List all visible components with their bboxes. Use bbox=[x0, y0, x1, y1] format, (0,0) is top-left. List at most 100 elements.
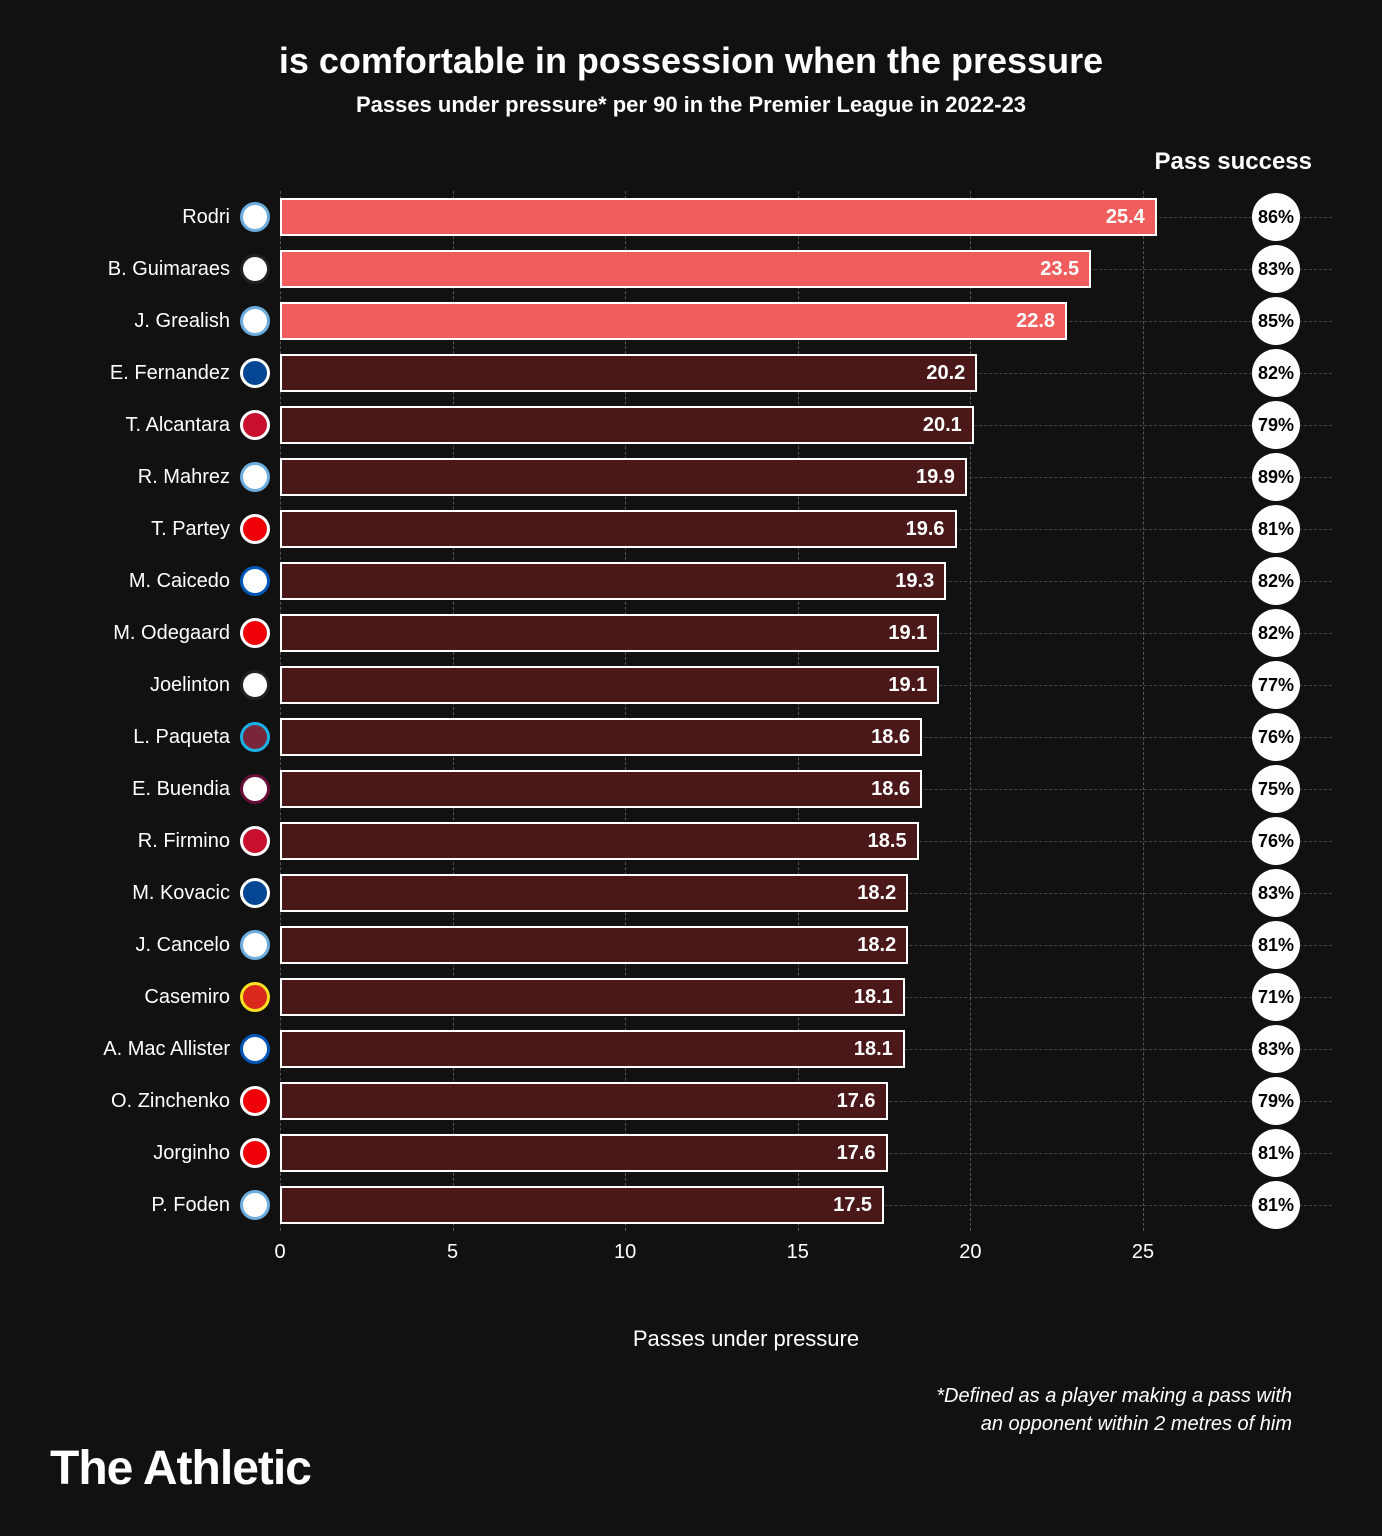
pass-success-badge: 82% bbox=[1252, 349, 1300, 397]
club-crest-icon bbox=[240, 774, 270, 804]
footnote-line1: *Defined as a player making a pass with bbox=[936, 1385, 1292, 1407]
value-bar: 19.1 bbox=[280, 666, 939, 704]
club-crest-icon bbox=[240, 254, 270, 284]
player-row: Joelinton19.177% bbox=[280, 659, 1212, 711]
value-bar: 18.6 bbox=[280, 718, 922, 756]
pass-success-value: 81% bbox=[1258, 935, 1294, 956]
player-name: B. Guimaraes bbox=[108, 258, 230, 281]
club-crest-icon bbox=[240, 930, 270, 960]
bar-value: 18.2 bbox=[857, 882, 896, 905]
player-name: P. Foden bbox=[151, 1194, 230, 1217]
player-row: L. Paqueta18.676% bbox=[280, 711, 1212, 763]
bar-value: 20.2 bbox=[926, 362, 965, 385]
value-bar: 19.1 bbox=[280, 614, 939, 652]
bar-value: 18.1 bbox=[854, 1038, 893, 1061]
value-bar: 18.1 bbox=[280, 978, 905, 1016]
pass-success-value: 81% bbox=[1258, 519, 1294, 540]
pass-success-badge: 71% bbox=[1252, 973, 1300, 1021]
bar-value: 18.6 bbox=[871, 726, 910, 749]
x-tick: 0 bbox=[274, 1241, 285, 1264]
bar-value: 19.3 bbox=[895, 570, 934, 593]
player-name: R. Mahrez bbox=[138, 466, 230, 489]
bar-value: 18.6 bbox=[871, 778, 910, 801]
chart-title: is comfortable in possession when the pr… bbox=[50, 40, 1332, 82]
x-axis-label: Passes under pressure bbox=[280, 1326, 1212, 1352]
club-crest-icon bbox=[240, 826, 270, 856]
player-row: M. Odegaard19.182% bbox=[280, 607, 1212, 659]
pass-success-value: 85% bbox=[1258, 311, 1294, 332]
x-tick: 15 bbox=[787, 1241, 809, 1264]
bar-value: 20.1 bbox=[923, 414, 962, 437]
pass-success-value: 76% bbox=[1258, 727, 1294, 748]
pass-success-badge: 81% bbox=[1252, 921, 1300, 969]
bar-value: 17.6 bbox=[837, 1090, 876, 1113]
value-bar: 20.2 bbox=[280, 354, 977, 392]
pass-success-value: 81% bbox=[1258, 1143, 1294, 1164]
pass-success-value: 83% bbox=[1258, 883, 1294, 904]
player-row: T. Partey19.681% bbox=[280, 503, 1212, 555]
club-crest-icon bbox=[240, 566, 270, 596]
club-crest-icon bbox=[240, 982, 270, 1012]
pass-success-badge: 81% bbox=[1252, 505, 1300, 553]
pass-success-value: 82% bbox=[1258, 623, 1294, 644]
player-name: M. Odegaard bbox=[113, 622, 230, 645]
player-name: M. Kovacic bbox=[132, 882, 230, 905]
player-row: Rodri25.486% bbox=[280, 191, 1212, 243]
bar-value: 19.1 bbox=[888, 674, 927, 697]
club-crest-icon bbox=[240, 1086, 270, 1116]
player-name: Jorginho bbox=[153, 1142, 230, 1165]
value-bar: 20.1 bbox=[280, 406, 974, 444]
value-bar: 18.6 bbox=[280, 770, 922, 808]
player-row: J. Grealish22.885% bbox=[280, 295, 1212, 347]
pass-success-badge: 75% bbox=[1252, 765, 1300, 813]
value-bar: 19.6 bbox=[280, 510, 957, 548]
club-crest-icon bbox=[240, 1034, 270, 1064]
pass-success-value: 89% bbox=[1258, 467, 1294, 488]
value-bar: 19.9 bbox=[280, 458, 967, 496]
pass-success-value: 76% bbox=[1258, 831, 1294, 852]
value-bar: 22.8 bbox=[280, 302, 1067, 340]
pass-success-value: 79% bbox=[1258, 415, 1294, 436]
player-name: Casemiro bbox=[144, 986, 230, 1009]
pass-success-badge: 89% bbox=[1252, 453, 1300, 501]
player-name: E. Fernandez bbox=[110, 362, 230, 385]
pass-success-badge: 82% bbox=[1252, 557, 1300, 605]
bar-value: 19.6 bbox=[906, 518, 945, 541]
club-crest-icon bbox=[240, 670, 270, 700]
pass-success-badge: 76% bbox=[1252, 817, 1300, 865]
value-bar: 17.6 bbox=[280, 1134, 888, 1172]
value-bar: 18.5 bbox=[280, 822, 919, 860]
bar-value: 18.2 bbox=[857, 934, 896, 957]
player-row: M. Kovacic18.283% bbox=[280, 867, 1212, 919]
club-crest-icon bbox=[240, 1190, 270, 1220]
club-crest-icon bbox=[240, 722, 270, 752]
club-crest-icon bbox=[240, 514, 270, 544]
x-tick: 5 bbox=[447, 1241, 458, 1264]
player-row: P. Foden17.581% bbox=[280, 1179, 1212, 1231]
pass-success-value: 83% bbox=[1258, 259, 1294, 280]
brand-logo: The Athletic bbox=[50, 1441, 311, 1496]
player-row: T. Alcantara20.179% bbox=[280, 399, 1212, 451]
club-crest-icon bbox=[240, 202, 270, 232]
footnote: *Defined as a player making a pass with … bbox=[50, 1382, 1332, 1438]
value-bar: 23.5 bbox=[280, 250, 1091, 288]
pass-success-value: 86% bbox=[1258, 207, 1294, 228]
player-row: B. Guimaraes23.583% bbox=[280, 243, 1212, 295]
player-name: Joelinton bbox=[150, 674, 230, 697]
player-name: L. Paqueta bbox=[133, 726, 230, 749]
pass-success-value: 71% bbox=[1258, 987, 1294, 1008]
pass-success-badge: 79% bbox=[1252, 401, 1300, 449]
player-row: E. Buendia18.675% bbox=[280, 763, 1212, 815]
club-crest-icon bbox=[240, 1138, 270, 1168]
club-crest-icon bbox=[240, 358, 270, 388]
x-tick: 25 bbox=[1132, 1241, 1154, 1264]
pass-success-badge: 77% bbox=[1252, 661, 1300, 709]
pass-success-badge: 82% bbox=[1252, 609, 1300, 657]
player-name: J. Cancelo bbox=[136, 934, 231, 957]
pass-success-badge: 86% bbox=[1252, 193, 1300, 241]
player-row: M. Caicedo19.382% bbox=[280, 555, 1212, 607]
pass-success-value: 83% bbox=[1258, 1039, 1294, 1060]
pass-success-value: 81% bbox=[1258, 1195, 1294, 1216]
bar-value: 18.1 bbox=[854, 986, 893, 1009]
value-bar: 17.6 bbox=[280, 1082, 888, 1120]
